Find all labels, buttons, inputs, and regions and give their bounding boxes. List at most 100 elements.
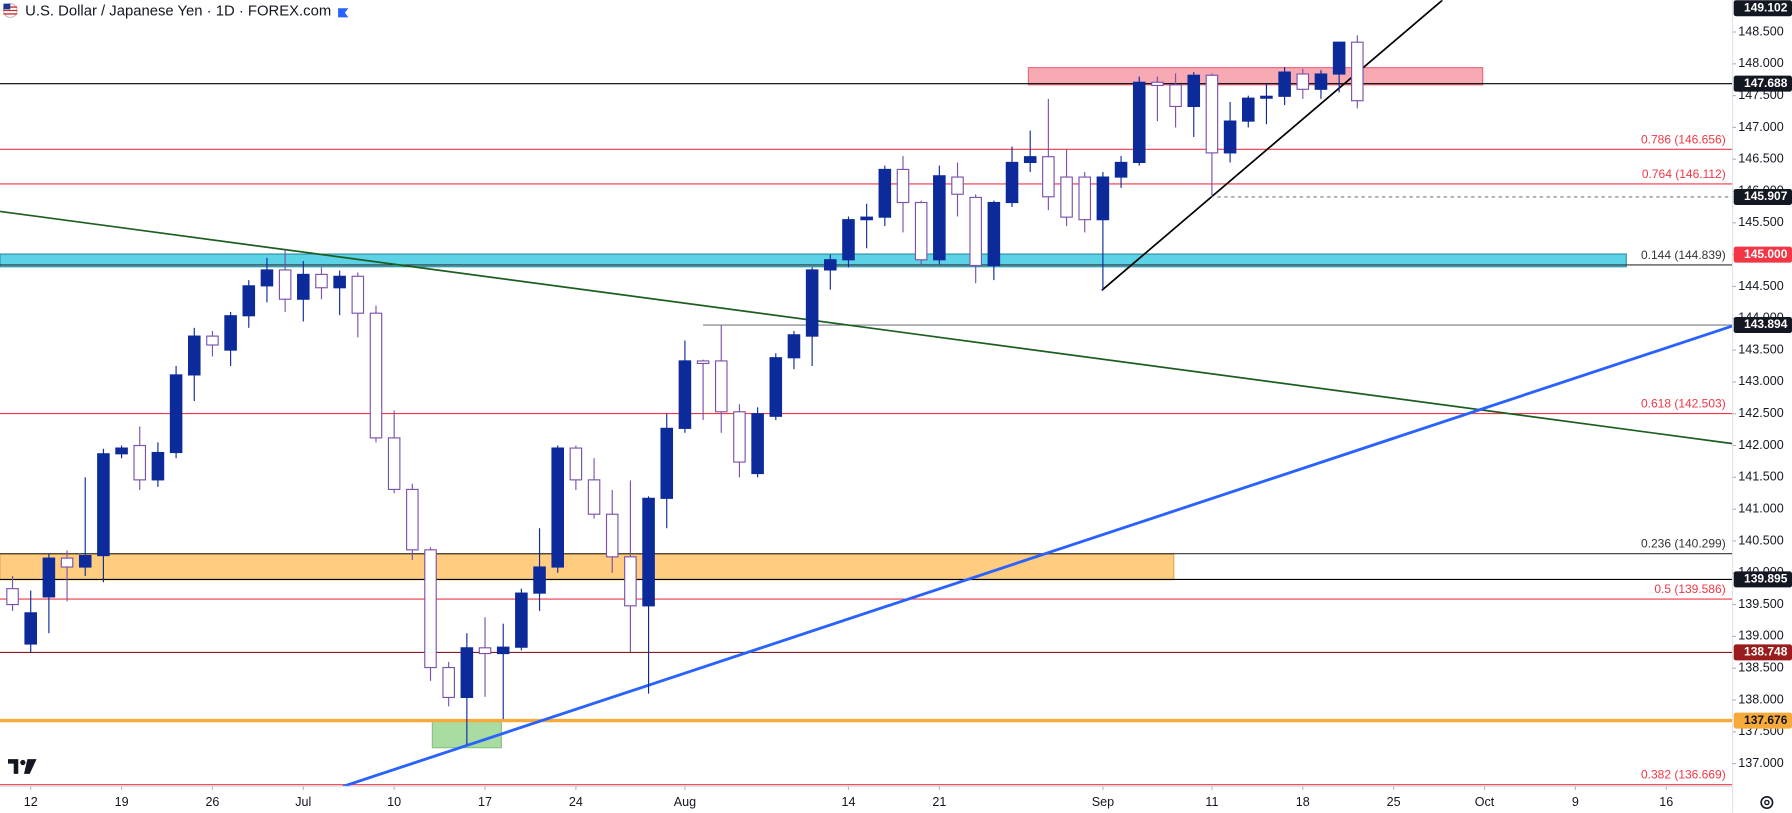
flag-canton (3, 3, 11, 10)
y-tick-label: 148.000 (1738, 56, 1783, 70)
zone (0, 253, 1627, 268)
candle-body (478, 647, 492, 655)
candle-body (914, 201, 928, 261)
settings-icon[interactable] (1760, 795, 1774, 810)
y-tick-label: 138.500 (1738, 661, 1783, 675)
x-tick-label: 18 (1296, 795, 1310, 809)
candle-body (587, 479, 601, 515)
y-tick-label: 142.500 (1738, 406, 1783, 420)
x-tick-label: Aug (674, 795, 696, 809)
candle-body (133, 444, 147, 481)
candle-body (315, 273, 328, 289)
chart-title: U.S. Dollar / Japanese Yen · 1D · FOREX.… (25, 4, 331, 20)
candle-body (860, 216, 873, 221)
candle-body (206, 335, 219, 346)
x-tick-label: 14 (841, 795, 855, 809)
candle-body (733, 411, 746, 463)
y-tick-label: 143.500 (1738, 342, 1783, 356)
candle-body (878, 168, 892, 218)
candle-body (1241, 97, 1255, 122)
candle-body (751, 413, 764, 475)
candle-body (678, 360, 692, 429)
y-tick-label: 143.000 (1738, 374, 1783, 388)
x-tick-label: 19 (115, 795, 129, 809)
candle-body (169, 374, 183, 454)
fib-label: 0.764 (146.112) (1642, 167, 1726, 181)
price-tag (1733, 75, 1792, 92)
candle-body (660, 427, 674, 499)
candle-body (1132, 81, 1146, 164)
y-tick-label: 139.000 (1738, 629, 1783, 643)
candle-body (242, 285, 256, 317)
candle-body (406, 488, 419, 551)
price-tag-label: 149.102 (1744, 0, 1788, 14)
x-tick-label: 9 (1572, 795, 1579, 809)
fib-label: 0.618 (142.503) (1641, 397, 1726, 411)
candle-body (533, 566, 546, 594)
y-tick-label: 139.500 (1738, 597, 1783, 611)
x-tick-label: 26 (205, 795, 219, 809)
candle-body (1260, 95, 1273, 99)
fib-label: 0.236 (140.299) (1641, 537, 1726, 551)
fib-label: 0.144 (144.839) (1641, 248, 1726, 262)
x-tick-label: 16 (1659, 795, 1673, 809)
price-tag-label: 145.000 (1744, 247, 1788, 261)
x-tick-label: 10 (387, 795, 401, 809)
zone (0, 553, 1175, 581)
x-tick-label: Sep (1092, 795, 1114, 809)
price-tag (1733, 0, 1792, 17)
candle-body (696, 360, 710, 365)
candle-body (1169, 84, 1182, 108)
price-tag-label: 137.676 (1744, 713, 1788, 727)
candle-body (1351, 41, 1364, 102)
candle-body (1078, 176, 1092, 221)
candle-body (842, 219, 855, 261)
candle-body (369, 312, 383, 439)
candle-body (424, 549, 437, 669)
price-tag-label: 143.894 (1744, 317, 1788, 331)
candle-body (769, 357, 783, 417)
y-tick-label: 140.500 (1738, 533, 1783, 547)
y-tick-label: 138.000 (1738, 692, 1783, 706)
title-flag (338, 8, 349, 18)
price-tag (1733, 246, 1792, 263)
y-tick-label: 141.000 (1738, 501, 1783, 515)
zone (1027, 67, 1484, 86)
candle-body (442, 666, 455, 699)
candle-body (151, 451, 165, 481)
y-tick-label: 141.500 (1738, 470, 1783, 484)
price-tag-label: 139.895 (1744, 572, 1788, 586)
candle-body (714, 360, 728, 413)
candle-body (1223, 120, 1237, 154)
candle-body (1096, 176, 1110, 221)
price-tag-label: 147.688 (1744, 76, 1788, 90)
price-tag (1733, 571, 1792, 588)
candle-body (97, 453, 110, 557)
y-tick-label: 145.500 (1738, 215, 1783, 229)
candle-body (115, 447, 128, 455)
candle-body (896, 168, 910, 204)
candle-body (278, 269, 292, 300)
candle-body (333, 275, 346, 289)
fib-label: 0.786 (146.656) (1641, 132, 1726, 146)
candle-body (351, 275, 365, 314)
candle-body (1296, 73, 1310, 90)
price-tag (1733, 188, 1792, 205)
candle-body (42, 557, 56, 598)
header: U.S. Dollar / Japanese Yen · 1D · FOREX.… (2, 3, 349, 20)
x-tick-label: Oct (1475, 795, 1495, 809)
candle-body (1114, 161, 1128, 178)
x-tick-label: 25 (1387, 795, 1401, 809)
candle-body (1151, 81, 1164, 87)
x-tick-label: Jul (295, 795, 311, 809)
x-tick-label: 24 (569, 795, 583, 809)
price-tag (1733, 317, 1792, 334)
candle-body (933, 175, 946, 261)
candle-body (496, 646, 510, 655)
plot-area: 0.786 (146.656) 0.764 (146.112) 0.144 (144… (0, 0, 1733, 787)
candle-body (951, 176, 964, 195)
candle-body (569, 447, 583, 481)
candle-body (24, 612, 37, 645)
